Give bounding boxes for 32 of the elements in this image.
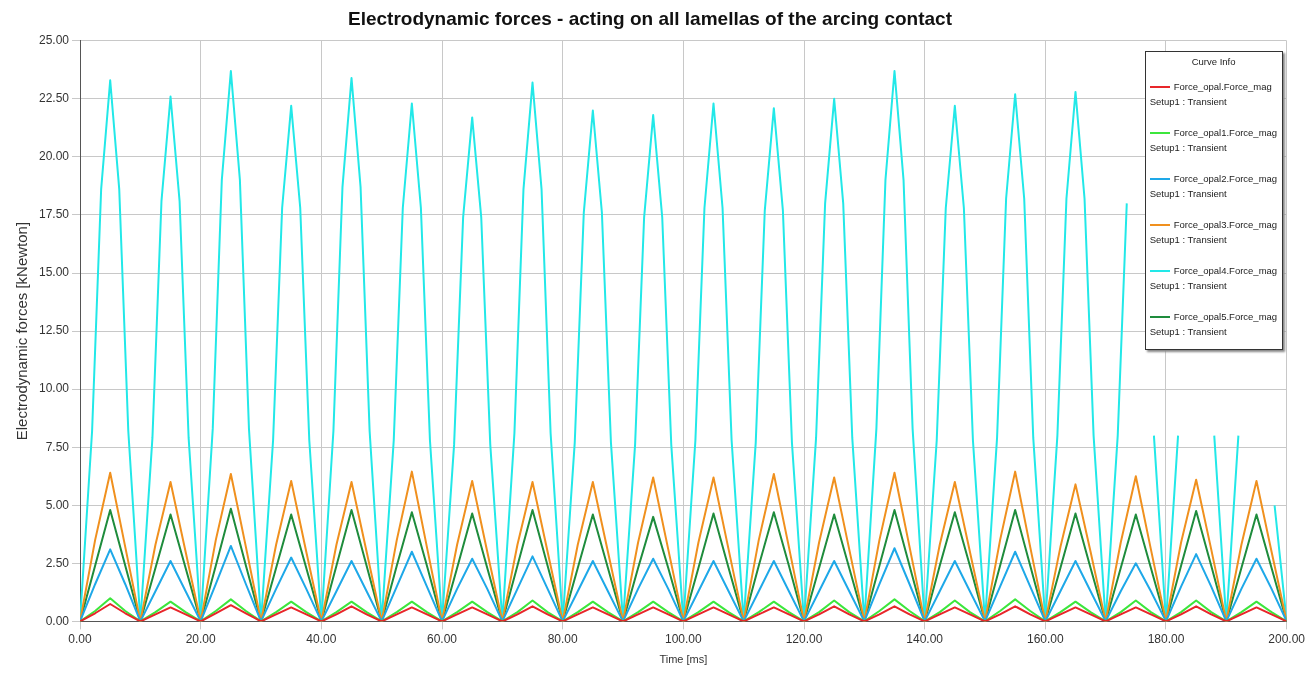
- legend-label: Force_opal2.Force_mag Setup1 : Transient: [1149, 172, 1278, 199]
- x-tick-label: 120.00: [785, 631, 823, 646]
- legend-label: Force_opal5.Force_mag Setup1 : Transient: [1149, 310, 1278, 337]
- x-tick-label: 160.00: [1026, 631, 1064, 646]
- y-tick-label: 20.00: [39, 149, 70, 164]
- legend-title: Curve Info: [1190, 54, 1237, 69]
- y-tick-label: 0.00: [45, 613, 70, 628]
- legend-label: Force_opal1.Force_mag Setup1 : Transient: [1149, 126, 1278, 153]
- x-axis-title: Time [ms]: [659, 653, 708, 666]
- x-tick-label: 140.00: [906, 631, 944, 646]
- y-tick-label: 15.00: [39, 265, 70, 280]
- y-tick-label: 22.50: [39, 91, 70, 106]
- y-axis-title: Electrodynamic forces [kNewton]: [13, 221, 31, 441]
- x-tick-label: 200.00: [1268, 631, 1306, 646]
- legend-label: Force_opal3.Force_mag Setup1 : Transient: [1149, 218, 1278, 245]
- y-tick-label: 2.50: [45, 555, 70, 570]
- y-tick-label: 10.00: [39, 381, 70, 396]
- chart-title: Electrodynamic forces - acting on all lamellas of the arcing contact: [348, 7, 953, 29]
- x-tick-label: 100.00: [664, 631, 703, 646]
- y-tick-label: 17.50: [39, 207, 70, 222]
- x-tick-label: 60.00: [427, 631, 458, 646]
- x-tick-label: 40.00: [306, 631, 337, 646]
- x-tick-label: 0.00: [68, 631, 93, 646]
- y-tick-label: 25.00: [39, 33, 70, 48]
- x-tick-label: 80.00: [547, 631, 579, 646]
- legend-label: Force_opal.Force_mag Setup1 : Transient: [1149, 80, 1272, 107]
- y-tick-label: 7.50: [45, 439, 70, 454]
- y-tick-label: 5.00: [45, 497, 70, 512]
- x-tick-label: 180.00: [1147, 631, 1185, 646]
- y-tick-label: 12.50: [39, 323, 70, 338]
- x-tick-label: 20.00: [185, 631, 217, 646]
- legend-label: Force_opal4.Force_mag Setup1 : Transient: [1149, 264, 1278, 291]
